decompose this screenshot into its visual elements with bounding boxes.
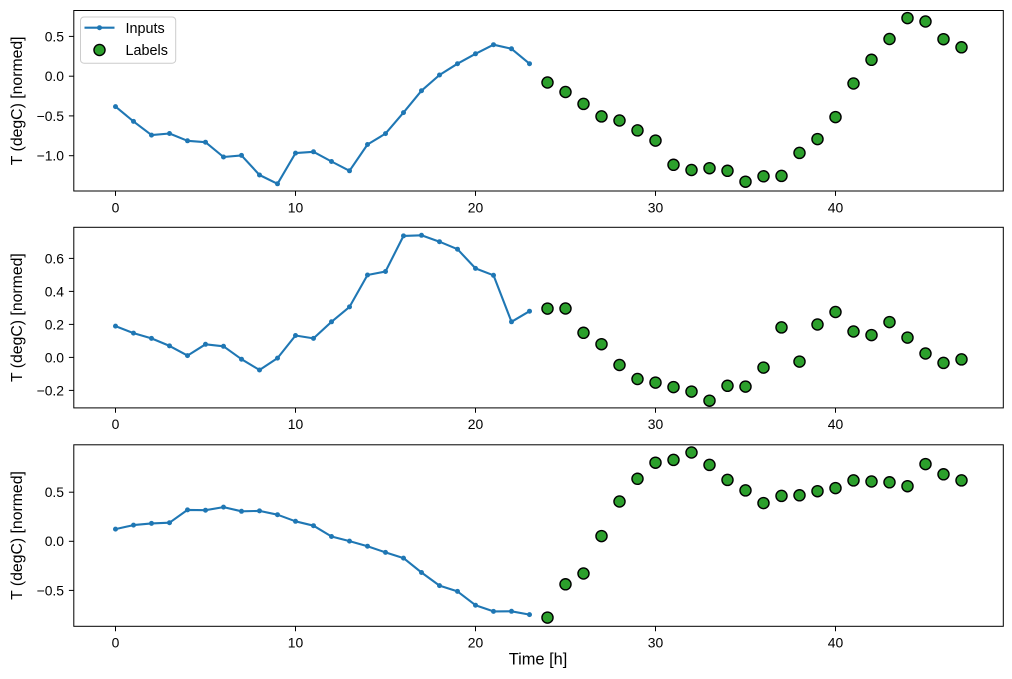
svg-text:30: 30 (648, 199, 664, 215)
svg-text:10: 10 (288, 416, 304, 432)
svg-text:−0.5: −0.5 (37, 108, 65, 124)
svg-text:T (degC) [normed]: T (degC) [normed] (9, 471, 26, 600)
svg-text:Time [h]: Time [h] (509, 651, 568, 669)
svg-text:40: 40 (828, 635, 844, 651)
svg-text:40: 40 (828, 199, 844, 215)
svg-text:−1.0: −1.0 (37, 148, 65, 164)
svg-text:20: 20 (468, 635, 484, 651)
svg-text:30: 30 (648, 416, 664, 432)
svg-text:20: 20 (468, 416, 484, 432)
svg-text:Labels: Labels (126, 43, 168, 59)
svg-text:10: 10 (288, 199, 304, 215)
svg-text:0.4: 0.4 (45, 283, 65, 299)
svg-text:0.0: 0.0 (45, 349, 65, 365)
svg-text:T (degC) [normed]: T (degC) [normed] (9, 36, 26, 165)
svg-text:0.2: 0.2 (45, 316, 65, 332)
svg-text:30: 30 (648, 635, 664, 651)
svg-text:0.6: 0.6 (45, 250, 65, 266)
svg-text:20: 20 (468, 199, 484, 215)
svg-text:0: 0 (112, 416, 120, 432)
svg-text:0: 0 (112, 199, 120, 215)
svg-text:10: 10 (288, 635, 304, 651)
svg-text:T (degC) [normed]: T (degC) [normed] (9, 253, 26, 382)
svg-text:Inputs: Inputs (126, 21, 165, 37)
svg-text:−0.2: −0.2 (37, 382, 65, 398)
svg-text:0.5: 0.5 (45, 28, 65, 44)
svg-text:0: 0 (112, 635, 120, 651)
svg-text:−0.5: −0.5 (37, 582, 65, 598)
svg-text:40: 40 (828, 416, 844, 432)
svg-text:0.5: 0.5 (45, 484, 65, 500)
svg-text:0.0: 0.0 (45, 68, 65, 84)
svg-text:0.0: 0.0 (45, 533, 65, 549)
